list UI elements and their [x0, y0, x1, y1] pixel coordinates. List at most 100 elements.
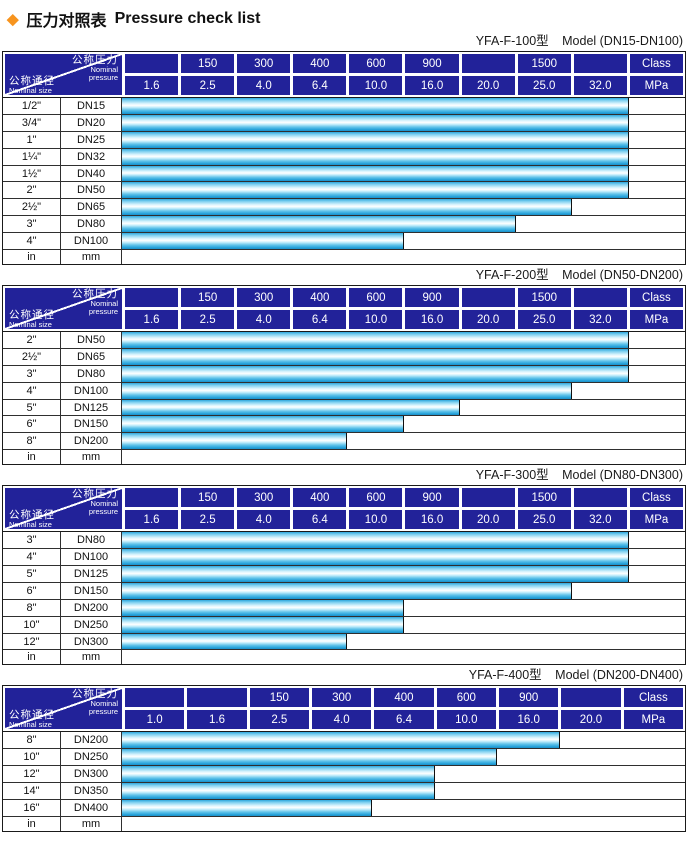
dn-cell: DN40: [61, 165, 122, 182]
unit-in-cell: in: [3, 650, 61, 665]
size-cell: 16": [3, 800, 61, 816]
table-row: 6" DN150: [3, 582, 685, 600]
bar-area: [122, 365, 685, 382]
nominal-pressure-en-1: Nominal: [90, 499, 118, 509]
class-value-cell: 400: [374, 688, 434, 708]
unit-row: in mm: [3, 250, 685, 265]
class-value-cell: 300: [237, 54, 291, 73]
bar-area: [122, 633, 685, 650]
class-value-cell: [461, 488, 515, 508]
pressure-bar: [122, 216, 517, 233]
pressure-bar: [122, 332, 629, 348]
mpa-value-cell: 6.4: [374, 710, 434, 730]
dn-cell: DN150: [61, 582, 122, 599]
mpa-value-cell: 6.4: [293, 310, 347, 330]
dn-cell: DN200: [61, 732, 122, 749]
size-cell: 1¼": [3, 148, 61, 165]
nominal-size-zh: 公称通径: [9, 74, 55, 87]
mpa-value-cell: 10.0: [349, 510, 403, 530]
class-value-cell: [125, 288, 179, 308]
class-value-cell: 600: [349, 288, 403, 308]
nominal-pressure-en-2: pressure: [88, 706, 118, 716]
class-value-cell: 1500: [517, 54, 571, 73]
table-2-subtitle: YFA-F-200型 Model (DN50-DN200): [0, 268, 683, 283]
bar-area: [122, 566, 685, 582]
dn-cell: DN125: [61, 399, 122, 416]
table-3-subtitle: YFA-F-300型 Model (DN80-DN300): [0, 468, 683, 483]
dn-cell: DN100: [61, 549, 122, 566]
dn-cell: DN25: [61, 131, 122, 148]
pressure-bar: [122, 98, 629, 114]
empty-bar-area: [122, 250, 685, 265]
corner-header-cell: 公称压力 Nominal pressure 公称通径 Nominal size: [5, 688, 122, 730]
pressure-bar: [122, 365, 629, 382]
nominal-size-label: 公称通径 Nominal size: [9, 508, 55, 529]
dn-cell: DN200: [61, 433, 122, 450]
mpa-value-cell: 4.0: [237, 510, 291, 530]
table-row: 6" DN150: [3, 416, 685, 434]
mpa-value-cell: 16.0: [405, 76, 459, 95]
mpa-value-cell: 16.0: [405, 510, 459, 530]
corner-header-cell: 公称压力 Nominal pressure 公称通径 Nominal size: [5, 288, 122, 330]
mpa-value-cell: 6.4: [293, 76, 347, 95]
nominal-size-zh: 公称通径: [9, 308, 55, 321]
unit-in-cell: in: [3, 816, 61, 831]
table-row: 5" DN125: [3, 399, 685, 417]
pressure-bar: [122, 165, 629, 182]
mpa-header-cell: MPa: [629, 510, 683, 530]
mpa-value-cell: 10.0: [349, 76, 403, 95]
bar-area: [122, 399, 685, 416]
pressure-bar: [122, 199, 573, 216]
empty-bar-area: [122, 650, 685, 665]
class-value-cell: 400: [293, 488, 347, 508]
size-cell: 2½": [3, 348, 61, 365]
dn-cell: DN80: [61, 532, 122, 549]
class-value-cell: 900: [498, 688, 559, 708]
nominal-pressure-zh: 公称压力: [72, 54, 118, 66]
mpa-value-cell: 2.5: [249, 710, 309, 730]
nominal-pressure-en-2: pressure: [88, 306, 118, 316]
pressure-bar: [122, 749, 498, 766]
nominal-pressure-label: 公称压力 Nominal pressure: [72, 289, 118, 315]
mpa-value-cell: 16.0: [498, 710, 559, 730]
table-row: 8" DN200: [3, 732, 685, 750]
unit-row: in mm: [3, 650, 685, 665]
nominal-pressure-label: 公称压力 Nominal pressure: [72, 689, 118, 715]
mpa-value-cell: 1.6: [125, 310, 179, 330]
class-value-cell: 600: [349, 54, 403, 73]
mpa-value-cell: 10.0: [349, 310, 403, 330]
pressure-bar: [122, 114, 629, 131]
class-header-cell: Class: [629, 488, 683, 508]
class-value-cell: [573, 488, 627, 508]
mpa-value-cell: 25.0: [517, 76, 571, 95]
size-cell: 2": [3, 332, 61, 348]
class-value-cell: 400: [293, 288, 347, 308]
class-value-cell: 900: [405, 54, 459, 73]
table-row: 2" DN50: [3, 332, 685, 349]
mpa-value-cell: 20.0: [461, 510, 515, 530]
table-body: 1/2" DN15 3/4" DN20 1" DN25 1¼" DN32 1½" DN40 2" DN…: [3, 97, 685, 265]
bar-area: [122, 233, 685, 250]
size-cell: 10": [3, 749, 61, 766]
bar-area: [122, 114, 685, 131]
size-cell: 5": [3, 566, 61, 582]
class-header-cell: Class: [629, 288, 683, 308]
class-value-cell: 150: [181, 54, 235, 73]
size-cell: 8": [3, 433, 61, 450]
dn-cell: DN80: [61, 216, 122, 233]
nominal-size-zh: 公称通径: [9, 508, 55, 521]
pressure-bar: [122, 766, 435, 783]
empty-bar-area: [122, 450, 685, 465]
pressure-bar: [122, 233, 404, 250]
pressure-table-yfa-f-300: 公称压力 Nominal pressure 公称通径 Nominal size 150 30…: [2, 485, 686, 666]
table-row: 8" DN200: [3, 433, 685, 451]
unit-mm-cell: mm: [61, 250, 122, 265]
table-2-range-label: Model (DN50-DN200): [562, 268, 683, 283]
bar-area: [122, 616, 685, 633]
page-title: ◆ 压力对照表 Pressure check list: [7, 7, 688, 31]
size-cell: 12": [3, 633, 61, 650]
mpa-value-cell: 25.0: [517, 510, 571, 530]
pressure-bar: [122, 732, 560, 749]
pressure-bar: [122, 416, 404, 433]
table-row: 14" DN350: [3, 783, 685, 801]
